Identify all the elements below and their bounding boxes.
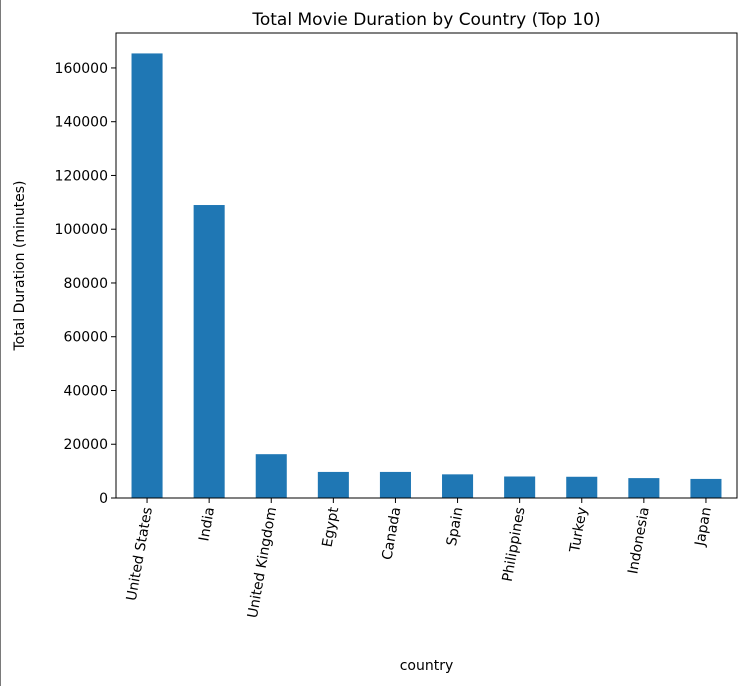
x-tick-label: Philippines	[500, 506, 529, 583]
x-tick-label: Egypt	[320, 505, 343, 548]
bar	[690, 478, 722, 498]
chart-title: Total Movie Duration by Country (Top 10)	[251, 10, 600, 30]
bar	[131, 53, 163, 499]
bars	[131, 53, 722, 499]
x-tick-label: Canada	[379, 506, 404, 561]
x-tick-label: Indonesia	[625, 506, 653, 575]
bar	[504, 476, 536, 498]
bar	[628, 478, 660, 498]
x-tick-label: Spain	[444, 506, 467, 547]
y-tick-label: 160000	[55, 61, 108, 77]
y-tick-label: 100000	[55, 222, 108, 238]
bar	[379, 471, 411, 498]
bar	[317, 471, 349, 498]
bar	[193, 205, 225, 498]
y-axis: 0 20000 40000 60000 80000 100000 120000 140000 1…	[55, 61, 116, 507]
bar	[442, 474, 474, 498]
plot-area-frame	[115, 32, 738, 499]
y-tick-label: 120000	[55, 168, 108, 184]
y-tick-label: 80000	[63, 276, 108, 292]
bar	[566, 476, 598, 498]
x-axis: United States India United Kingdom Egypt Can…	[124, 498, 715, 619]
y-tick-label: 140000	[55, 115, 108, 131]
x-tick-label: India	[196, 506, 218, 543]
y-tick-label: 60000	[63, 330, 108, 346]
y-tick-label: 40000	[63, 383, 108, 399]
y-tick-label: 0	[99, 491, 108, 507]
x-tick-label: United Kingdom	[245, 506, 280, 619]
y-tick-label: 20000	[63, 437, 108, 453]
bar	[255, 454, 287, 498]
x-tick-label: Turkey	[567, 506, 591, 555]
y-axis-label: Total Duration (minutes)	[12, 181, 28, 352]
x-tick-label: United States	[124, 506, 156, 602]
x-tick-label: Japan	[692, 506, 715, 548]
x-axis-label: country	[400, 658, 454, 674]
window-edge-line	[0, 0, 1, 686]
